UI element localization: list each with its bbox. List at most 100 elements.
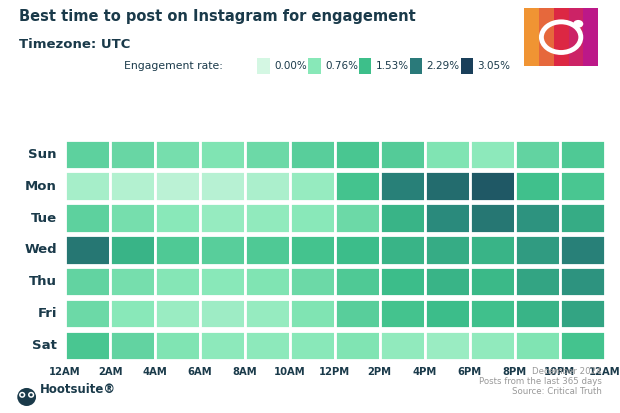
- Bar: [583, 8, 598, 66]
- Bar: [539, 8, 554, 66]
- Bar: [110, 299, 155, 328]
- Bar: [200, 331, 245, 360]
- Bar: [379, 331, 425, 360]
- Bar: [155, 235, 200, 264]
- Bar: [524, 8, 539, 66]
- Bar: [245, 140, 290, 169]
- Bar: [554, 8, 569, 66]
- Bar: [110, 140, 155, 169]
- Bar: [200, 203, 245, 233]
- Bar: [425, 140, 469, 169]
- Text: Best time to post on Instagram for engagement: Best time to post on Instagram for engag…: [19, 9, 415, 24]
- Bar: [290, 299, 335, 328]
- Bar: [559, 267, 604, 297]
- Bar: [155, 203, 200, 233]
- Bar: [379, 140, 425, 169]
- Bar: [65, 331, 110, 360]
- Bar: [245, 267, 290, 297]
- Bar: [425, 331, 469, 360]
- Bar: [110, 331, 155, 360]
- Bar: [515, 331, 559, 360]
- Bar: [335, 171, 379, 201]
- Bar: [379, 171, 425, 201]
- Bar: [425, 235, 469, 264]
- Bar: [200, 171, 245, 201]
- Bar: [569, 8, 583, 66]
- Bar: [155, 267, 200, 297]
- Bar: [155, 299, 200, 328]
- Bar: [335, 299, 379, 328]
- Bar: [245, 235, 290, 264]
- Bar: [515, 171, 559, 201]
- Circle shape: [20, 393, 24, 396]
- Bar: [515, 203, 559, 233]
- Bar: [245, 331, 290, 360]
- Text: 1.53%: 1.53%: [376, 61, 409, 71]
- Bar: [290, 140, 335, 169]
- Text: 3.05%: 3.05%: [477, 61, 510, 71]
- Bar: [245, 299, 290, 328]
- Bar: [470, 171, 515, 201]
- Text: 0.00%: 0.00%: [274, 61, 307, 71]
- Bar: [65, 140, 110, 169]
- Bar: [559, 235, 604, 264]
- Bar: [515, 299, 559, 328]
- Bar: [290, 331, 335, 360]
- Text: Timezone: UTC: Timezone: UTC: [19, 38, 130, 51]
- Bar: [470, 235, 515, 264]
- Bar: [200, 299, 245, 328]
- Text: 2.29%: 2.29%: [427, 61, 459, 71]
- Bar: [155, 331, 200, 360]
- Bar: [470, 140, 515, 169]
- Bar: [559, 331, 604, 360]
- Bar: [65, 171, 110, 201]
- Bar: [425, 171, 469, 201]
- Bar: [470, 267, 515, 297]
- Bar: [290, 267, 335, 297]
- Bar: [110, 235, 155, 264]
- Bar: [155, 171, 200, 201]
- Circle shape: [19, 392, 25, 398]
- Bar: [379, 235, 425, 264]
- Bar: [245, 203, 290, 233]
- Bar: [335, 267, 379, 297]
- Bar: [290, 235, 335, 264]
- Bar: [335, 235, 379, 264]
- Bar: [470, 299, 515, 328]
- Bar: [290, 203, 335, 233]
- Bar: [425, 299, 469, 328]
- Circle shape: [28, 392, 34, 398]
- Bar: [200, 140, 245, 169]
- Bar: [335, 203, 379, 233]
- Bar: [425, 203, 469, 233]
- Bar: [470, 331, 515, 360]
- Bar: [379, 203, 425, 233]
- Bar: [379, 267, 425, 297]
- Text: 0.76%: 0.76%: [325, 61, 358, 71]
- Bar: [379, 299, 425, 328]
- Bar: [200, 235, 245, 264]
- Text: Engagement rate:: Engagement rate:: [124, 61, 223, 71]
- Bar: [245, 171, 290, 201]
- Bar: [335, 331, 379, 360]
- Bar: [65, 235, 110, 264]
- Bar: [559, 171, 604, 201]
- Bar: [515, 140, 559, 169]
- Bar: [470, 203, 515, 233]
- Bar: [515, 235, 559, 264]
- Bar: [65, 299, 110, 328]
- Circle shape: [17, 388, 36, 406]
- Bar: [110, 171, 155, 201]
- Text: Hootsuite®: Hootsuite®: [40, 384, 117, 396]
- Circle shape: [573, 20, 583, 28]
- Bar: [335, 140, 379, 169]
- Circle shape: [30, 393, 33, 396]
- Bar: [200, 267, 245, 297]
- Bar: [65, 267, 110, 297]
- Bar: [110, 267, 155, 297]
- Bar: [155, 140, 200, 169]
- Bar: [559, 299, 604, 328]
- Bar: [515, 267, 559, 297]
- Text: December 2024
Posts from the last 365 days
Source: Critical Truth: December 2024 Posts from the last 365 da…: [479, 367, 601, 396]
- Bar: [559, 140, 604, 169]
